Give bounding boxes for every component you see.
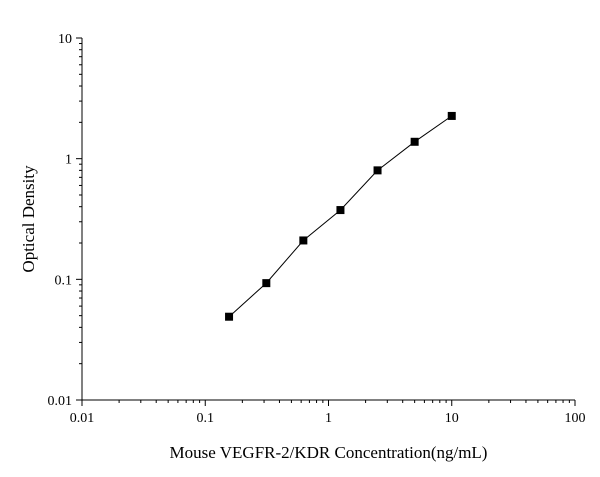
data-point-marker bbox=[447, 111, 456, 120]
y-tick-label: 0.1 bbox=[55, 273, 73, 288]
data-point-marker bbox=[410, 137, 419, 146]
x-tick-label: 0.1 bbox=[197, 411, 215, 426]
x-tick-label: 0.01 bbox=[70, 411, 95, 426]
data-point-marker bbox=[373, 166, 382, 175]
data-point-marker bbox=[262, 279, 271, 288]
y-tick-label: 0.01 bbox=[48, 394, 73, 409]
y-axis-title: Optical Density bbox=[19, 165, 38, 273]
x-tick-label: 1 bbox=[325, 411, 332, 426]
y-tick-label: 10 bbox=[58, 32, 72, 47]
axes-layer: 0.01 0.1 1 10 100 0.01 0.1 1 10 bbox=[48, 32, 586, 426]
labels-layer: Mouse VEGFR-2/KDR Concentration(ng/mL) O… bbox=[19, 165, 487, 462]
data-point-marker bbox=[225, 312, 234, 321]
x-axis-title: Mouse VEGFR-2/KDR Concentration(ng/mL) bbox=[170, 443, 488, 462]
data-point-marker bbox=[336, 206, 345, 215]
y-tick-label: 1 bbox=[65, 153, 72, 168]
x-tick-label: 100 bbox=[565, 411, 586, 426]
data-point-marker bbox=[299, 236, 308, 245]
series-layer bbox=[225, 111, 456, 321]
x-tick-label: 10 bbox=[445, 411, 459, 426]
